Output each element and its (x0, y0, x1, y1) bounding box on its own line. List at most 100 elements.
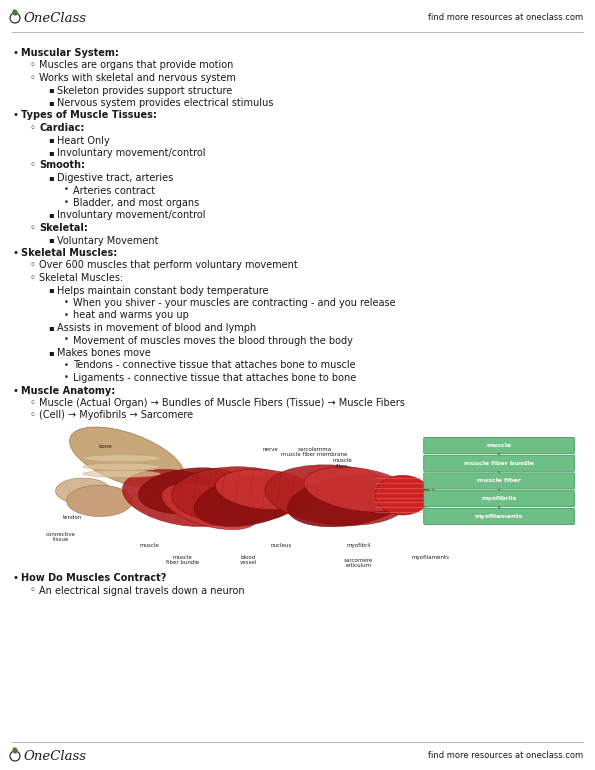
Text: •: • (64, 198, 69, 207)
Text: ▪: ▪ (48, 98, 54, 107)
Text: Over 600 muscles that perform voluntary movement: Over 600 muscles that perform voluntary … (39, 260, 298, 270)
Text: Muscular System:: Muscular System: (21, 48, 119, 58)
Text: muscle: muscle (139, 544, 159, 548)
Ellipse shape (70, 427, 185, 490)
Ellipse shape (215, 469, 314, 510)
Text: ▪: ▪ (48, 286, 54, 294)
Ellipse shape (13, 10, 17, 15)
Text: An electrical signal travels down a neuron: An electrical signal travels down a neur… (39, 585, 245, 595)
Ellipse shape (375, 475, 430, 515)
Text: Muscle (Actual Organ) → Bundles of Muscle Fibers (Tissue) → Muscle Fibers: Muscle (Actual Organ) → Bundles of Muscl… (39, 398, 405, 408)
Text: bone: bone (98, 444, 112, 449)
Ellipse shape (83, 455, 160, 462)
Text: Helps maintain constant body temperature: Helps maintain constant body temperature (57, 286, 268, 296)
FancyBboxPatch shape (424, 508, 575, 524)
Ellipse shape (83, 470, 160, 477)
Text: sarcomere
reticulum: sarcomere reticulum (344, 557, 373, 568)
Text: ◦: ◦ (30, 61, 36, 71)
Text: ◦: ◦ (30, 585, 36, 595)
Text: How Do Muscles Contract?: How Do Muscles Contract? (21, 573, 167, 583)
FancyBboxPatch shape (424, 455, 575, 471)
Ellipse shape (194, 475, 303, 527)
Text: Movement of muscles moves the blood through the body: Movement of muscles moves the blood thro… (73, 336, 353, 346)
Text: ◦: ◦ (30, 410, 36, 420)
Ellipse shape (162, 484, 258, 530)
Text: Nervous system provides electrical stimulus: Nervous system provides electrical stimu… (57, 98, 273, 108)
Text: Cardiac:: Cardiac: (39, 123, 84, 133)
Text: myofibril: myofibril (346, 544, 371, 548)
Text: ◦: ◦ (30, 398, 36, 408)
Text: muscle: muscle (487, 443, 512, 448)
Text: Skeleton provides support structure: Skeleton provides support structure (57, 85, 232, 95)
Text: Voluntary Movement: Voluntary Movement (57, 236, 158, 246)
Ellipse shape (304, 467, 414, 512)
Text: Types of Muscle Tissues:: Types of Muscle Tissues: (21, 111, 157, 120)
Text: nucleus: nucleus (271, 544, 292, 548)
Ellipse shape (83, 464, 160, 470)
Text: •: • (64, 186, 69, 195)
Text: ▪: ▪ (48, 236, 54, 245)
Text: •: • (13, 48, 19, 58)
Text: tendon: tendon (62, 515, 82, 520)
Text: muscle
fiber bundle: muscle fiber bundle (165, 555, 199, 565)
Text: •: • (13, 573, 19, 583)
Text: myofilaments: myofilaments (475, 514, 523, 519)
Text: nerve: nerve (262, 447, 278, 452)
FancyBboxPatch shape (424, 490, 575, 507)
Ellipse shape (287, 475, 408, 527)
Text: find more resources at oneclass.com: find more resources at oneclass.com (428, 14, 583, 22)
Text: heat and warms you up: heat and warms you up (73, 310, 189, 320)
Text: ▪: ▪ (48, 85, 54, 95)
Text: find more resources at oneclass.com: find more resources at oneclass.com (428, 752, 583, 761)
Text: •: • (64, 336, 69, 344)
Text: •: • (64, 373, 69, 382)
Text: muscle fiber: muscle fiber (477, 478, 521, 484)
Text: ▪: ▪ (48, 148, 54, 157)
Text: Arteries contract: Arteries contract (73, 186, 155, 196)
Text: blood
vessel: blood vessel (240, 555, 257, 565)
Text: •: • (64, 298, 69, 307)
Text: •: • (64, 310, 69, 320)
Ellipse shape (123, 470, 242, 527)
FancyBboxPatch shape (424, 437, 575, 454)
Bar (28, 427, 579, 569)
Text: muscle
fibre: muscle fibre (332, 458, 352, 469)
Text: Smooth:: Smooth: (39, 160, 85, 170)
Ellipse shape (139, 467, 248, 514)
Text: •: • (13, 386, 19, 396)
Text: sarcolemma
muscle fiber membrane: sarcolemma muscle fiber membrane (281, 447, 347, 457)
Text: muscle fiber bundle: muscle fiber bundle (464, 460, 534, 466)
Text: •: • (13, 111, 19, 120)
FancyBboxPatch shape (424, 473, 575, 489)
Text: •: • (64, 360, 69, 370)
Ellipse shape (55, 478, 111, 504)
Text: Works with skeletal and nervous system: Works with skeletal and nervous system (39, 73, 236, 83)
Text: Skeletal Muscles:: Skeletal Muscles: (39, 273, 123, 283)
Text: ◦: ◦ (30, 123, 36, 133)
Text: ▪: ▪ (48, 210, 54, 219)
Text: Skeletal:: Skeletal: (39, 223, 88, 233)
Text: Makes bones move: Makes bones move (57, 348, 151, 358)
Text: OneClass: OneClass (23, 749, 86, 762)
Text: ◦: ◦ (30, 260, 36, 270)
Text: •: • (13, 248, 19, 258)
Text: Digestive tract, arteries: Digestive tract, arteries (57, 173, 173, 183)
Text: myofibrils: myofibrils (481, 496, 517, 501)
Text: (Cell) → Myofibrils → Sarcomere: (Cell) → Myofibrils → Sarcomere (39, 410, 193, 420)
Text: Heart Only: Heart Only (57, 136, 109, 146)
Ellipse shape (13, 748, 17, 753)
Text: ▪: ▪ (48, 323, 54, 332)
Text: Tendons - connective tissue that attaches bone to muscle: Tendons - connective tissue that attache… (73, 360, 356, 370)
Ellipse shape (265, 465, 408, 525)
Text: Involuntary movement/control: Involuntary movement/control (57, 210, 205, 220)
Text: ◦: ◦ (30, 273, 36, 283)
Text: Ligaments - connective tissue that attaches bone to bone: Ligaments - connective tissue that attac… (73, 373, 356, 383)
Text: Assists in movement of blood and lymph: Assists in movement of blood and lymph (57, 323, 256, 333)
Text: ◦: ◦ (30, 160, 36, 170)
Text: Muscle Anatomy:: Muscle Anatomy: (21, 386, 115, 396)
Text: ▪: ▪ (48, 136, 54, 145)
Text: Involuntary movement/control: Involuntary movement/control (57, 148, 205, 158)
Text: myofilaments: myofilaments (411, 555, 449, 560)
Text: Bladder, and most organs: Bladder, and most organs (73, 198, 199, 208)
Text: OneClass: OneClass (23, 12, 86, 25)
